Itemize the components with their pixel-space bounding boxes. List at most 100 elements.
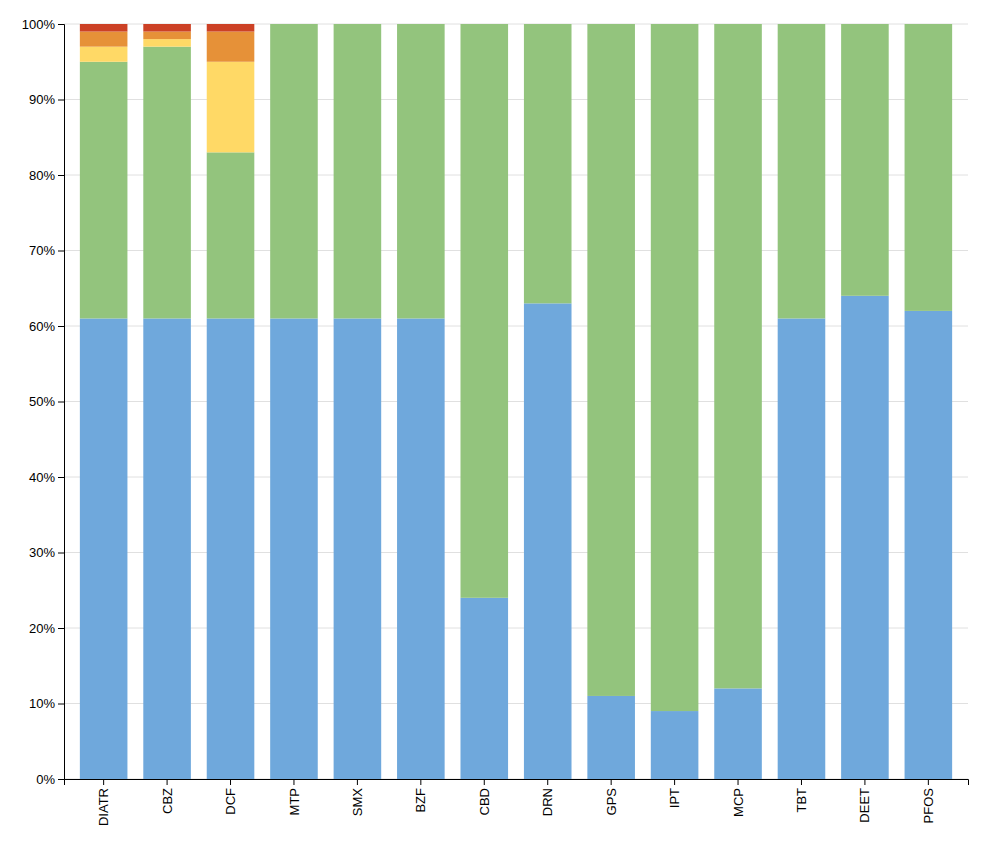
bar-segment — [270, 24, 318, 25]
bar-segment — [714, 24, 762, 688]
x-tick: MCP — [731, 779, 746, 817]
tick-mark — [103, 779, 104, 785]
y-tick: 10% — [29, 696, 64, 711]
bar-segment — [80, 318, 128, 779]
grid-line — [64, 401, 968, 402]
bar-segment — [80, 62, 128, 319]
tick-mark — [167, 779, 168, 785]
y-tick: 100% — [22, 17, 64, 32]
tick-mark — [58, 24, 64, 25]
bar-segment — [207, 62, 255, 153]
y-tick: 80% — [29, 168, 64, 183]
tick-mark — [801, 779, 802, 785]
bar-segment — [270, 24, 318, 25]
y-axis: 0% 10% 20% 30% 40% 50% 60% 70% 80% 90% 100% — [22, 17, 65, 787]
bar-segment — [80, 32, 128, 47]
bar-segment — [524, 303, 572, 779]
x-tick-label: DRN — [540, 788, 555, 816]
x-tick: SMX — [350, 779, 365, 816]
bar-segment — [524, 24, 572, 25]
tick-mark — [484, 779, 485, 785]
x-tick: BZF — [413, 779, 428, 813]
y-tick-label: 60% — [29, 319, 55, 334]
x-tick-label: CBD — [477, 788, 492, 815]
bar-segment — [460, 598, 508, 779]
x-tick-label: TBT — [794, 788, 809, 813]
grid-line — [64, 703, 968, 704]
x-tick-label: DCF — [223, 788, 238, 815]
bar-segment — [143, 47, 191, 319]
series — [80, 296, 952, 779]
y-tick-label: 10% — [29, 696, 55, 711]
tick-mark — [864, 779, 865, 785]
x-tick: TBT — [794, 779, 809, 813]
bar-segment — [207, 152, 255, 318]
axis-line — [58, 25, 65, 780]
plot: DIATR CBZ DCF MTP SMX BZF CBD DRN GPS IPT MCP TBT DE… — [22, 17, 969, 826]
bar-segment — [143, 24, 191, 32]
bar-segment — [905, 24, 953, 25]
y-tick-label: 50% — [29, 394, 55, 409]
bar-segment — [143, 39, 191, 47]
bar-segment — [905, 24, 953, 25]
y-tick: 0% — [36, 772, 64, 787]
x-tick-label: GPS — [604, 788, 619, 816]
tick-mark — [58, 704, 64, 705]
tick-mark — [420, 779, 421, 785]
bar-segment — [587, 24, 635, 696]
bars — [80, 24, 952, 779]
x-tick-label: CBZ — [160, 788, 175, 814]
bar-segment — [905, 24, 953, 311]
x-tick-label: PFOS — [921, 788, 936, 824]
chart: DIATR CBZ DCF MTP SMX BZF CBD DRN GPS IPT MCP TBT DE… — [0, 0, 992, 859]
series — [80, 32, 254, 62]
tick-mark — [58, 251, 64, 252]
bar-segment — [460, 24, 508, 25]
bar-segment — [460, 24, 508, 598]
tick-mark — [58, 553, 64, 554]
x-tick: DCF — [223, 779, 238, 815]
bar-segment — [80, 47, 128, 62]
bar-segment — [587, 24, 635, 25]
grid-line — [64, 477, 968, 478]
bar-segment — [207, 318, 255, 779]
bar-segment — [270, 24, 318, 25]
tick-mark — [738, 779, 739, 785]
y-tick-label: 30% — [29, 545, 55, 560]
tick-mark — [674, 779, 675, 785]
y-tick-label: 100% — [22, 17, 56, 32]
bar-segment — [524, 24, 572, 25]
x-tick-label: DIATR — [96, 788, 111, 826]
bar-segment — [397, 24, 445, 318]
y-tick-label: 20% — [29, 621, 55, 636]
x-tick: DEET — [857, 779, 872, 823]
y-tick-label: 70% — [29, 243, 55, 258]
grid-line — [64, 628, 968, 629]
y-tick: 20% — [29, 621, 64, 636]
x-tick: IPT — [667, 779, 682, 808]
bar-segment — [587, 24, 635, 25]
tick-mark — [58, 477, 64, 478]
bar-segment — [587, 24, 635, 25]
x-tick: DIATR — [96, 779, 111, 826]
bar-segment — [334, 318, 382, 779]
x-tick-label: MTP — [287, 788, 302, 815]
bar-segment — [524, 24, 572, 25]
grid — [64, 24, 968, 779]
x-tick: PFOS — [921, 779, 936, 823]
y-tick-label: 90% — [29, 92, 55, 107]
bar-segment — [714, 688, 762, 779]
bar-segment — [841, 24, 889, 25]
bar-segment — [841, 24, 889, 296]
y-tick: 40% — [29, 470, 64, 485]
bar-segment — [397, 24, 445, 25]
bar-segment — [778, 24, 826, 25]
bar-segment — [80, 24, 128, 32]
grid-line — [64, 250, 968, 251]
series — [80, 24, 952, 711]
bar-segment — [397, 24, 445, 25]
tick-mark — [928, 779, 929, 785]
series — [80, 24, 254, 32]
bar-segment — [651, 24, 699, 25]
y-tick: 50% — [29, 394, 64, 409]
